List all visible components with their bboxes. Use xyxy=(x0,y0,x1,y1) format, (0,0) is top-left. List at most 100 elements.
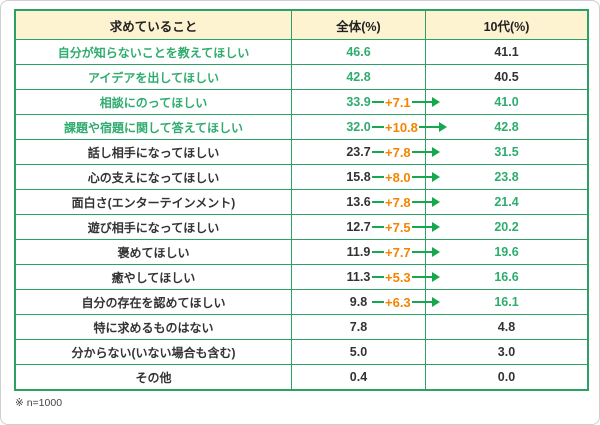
arrow-head-icon xyxy=(411,197,440,207)
overall-value: 32.0 xyxy=(291,115,425,139)
overall-value: 12.7 xyxy=(291,215,425,239)
increase-arrow: +5.3 xyxy=(372,265,441,289)
teen-value: 3.0 xyxy=(425,340,587,364)
overall-value: 0.4 xyxy=(291,365,425,389)
row-label: アイデアを出してほしい xyxy=(87,70,220,85)
table-row: 話し相手になってほしい 23.7 31.5 +7.8 xyxy=(16,139,587,164)
overall-value: 33.9 xyxy=(291,90,425,114)
teen-value: 0.0 xyxy=(425,365,587,389)
row-label: 褒めてほしい xyxy=(117,245,190,260)
arrow-head-icon xyxy=(411,222,440,232)
teen-value: 41.0 xyxy=(425,90,587,114)
increase-arrow: +7.8 xyxy=(372,190,441,214)
table-row: 心の支えになってほしい 15.8 23.8 +8.0 xyxy=(16,164,587,189)
arrow-head-icon xyxy=(411,272,440,282)
table-row: 自分が知らないことを教えてほしい 46.6 41.1 xyxy=(16,39,587,64)
overall-value: 15.8 xyxy=(291,165,425,189)
row-label: 心の支えになってほしい xyxy=(87,170,220,185)
column-header-teens: 10代(%) xyxy=(425,11,587,39)
survey-table: 求めていること 全体(%) 10代(%) 自分が知らないことを教えてほしい 46… xyxy=(14,9,589,391)
row-label: 癒やしてほしい xyxy=(111,270,196,285)
overall-value: 46.6 xyxy=(291,40,425,64)
table-row: 面白さ(エンターテインメント) 13.6 21.4 +7.8 xyxy=(16,189,587,214)
teen-value: 23.8 xyxy=(425,165,587,189)
row-label: 面白さ(エンターテインメント) xyxy=(71,195,236,210)
arrow-head-icon xyxy=(411,97,440,107)
arrow-line xyxy=(372,126,384,128)
increase-arrow: +7.5 xyxy=(372,215,441,239)
overall-value: 7.8 xyxy=(291,315,425,339)
arrow-line xyxy=(372,251,384,253)
delta-value: +7.1 xyxy=(385,94,411,110)
table-header: 求めていること 全体(%) 10代(%) xyxy=(16,11,587,39)
arrow-head-icon xyxy=(411,247,440,257)
overall-value: 11.9 xyxy=(291,240,425,264)
row-label: 自分の存在を認めてほしい xyxy=(81,295,226,310)
table-row: 特に求めるものはない 7.8 4.8 xyxy=(16,314,587,339)
teen-value: 31.5 xyxy=(425,140,587,164)
delta-value: +7.5 xyxy=(385,219,411,235)
table-row: 課題や宿題に関して答えてほしい 32.0 42.8 +10.8 xyxy=(16,114,587,139)
increase-arrow: +10.8 xyxy=(372,115,448,139)
arrow-head-icon xyxy=(411,172,440,182)
increase-arrow: +8.0 xyxy=(372,165,441,189)
table-row: 相談にのってほしい 33.9 41.0 +7.1 xyxy=(16,89,587,114)
table-row: 自分の存在を認めてほしい 9.8 16.1 +6.3 xyxy=(16,289,587,314)
increase-arrow: +7.7 xyxy=(372,240,441,264)
arrow-line xyxy=(372,276,384,278)
overall-value: 42.8 xyxy=(291,65,425,89)
table-row: アイデアを出してほしい 42.8 40.5 xyxy=(16,64,587,89)
row-label: 自分が知らないことを教えてほしい xyxy=(57,45,250,60)
arrow-head-icon xyxy=(411,147,440,157)
row-label: その他 xyxy=(135,370,172,385)
increase-arrow: +6.3 xyxy=(372,290,441,314)
arrow-line xyxy=(372,301,384,303)
row-label: 分からない(いない場合も含む) xyxy=(71,345,236,360)
teen-value: 41.1 xyxy=(425,40,587,64)
teen-value: 16.6 xyxy=(425,265,587,289)
footnote: ※ n=1000 xyxy=(15,397,63,409)
row-label: 相談にのってほしい xyxy=(99,95,208,110)
overall-value: 13.6 xyxy=(291,190,425,214)
row-label: 課題や宿題に関して答えてほしい xyxy=(63,120,244,135)
teen-value: 40.5 xyxy=(425,65,587,89)
teen-value: 21.4 xyxy=(425,190,587,214)
teen-value: 20.2 xyxy=(425,215,587,239)
arrow-head-icon xyxy=(411,297,440,307)
increase-arrow: +7.1 xyxy=(372,90,441,114)
arrow-head-icon xyxy=(418,122,447,132)
arrow-line xyxy=(372,201,384,203)
column-header-item: 求めていること xyxy=(109,19,198,34)
table-row: 褒めてほしい 11.9 19.6 +7.7 xyxy=(16,239,587,264)
teen-value: 4.8 xyxy=(425,315,587,339)
overall-value: 5.0 xyxy=(291,340,425,364)
teen-value: 19.6 xyxy=(425,240,587,264)
delta-value: +7.8 xyxy=(385,144,411,160)
delta-value: +7.8 xyxy=(385,194,411,210)
table-body: 自分が知らないことを教えてほしい 46.6 41.1 アイデアを出してほしい 4… xyxy=(16,39,587,389)
table-row: 癒やしてほしい 11.3 16.6 +5.3 xyxy=(16,264,587,289)
overall-value: 9.8 xyxy=(291,290,425,314)
arrow-line xyxy=(372,151,384,153)
table-row: 分からない(いない場合も含む) 5.0 3.0 xyxy=(16,339,587,364)
overall-value: 23.7 xyxy=(291,140,425,164)
arrow-line xyxy=(372,226,384,228)
table-row: 遊び相手になってほしい 12.7 20.2 +7.5 xyxy=(16,214,587,239)
delta-value: +5.3 xyxy=(385,269,411,285)
arrow-line xyxy=(372,101,384,103)
row-label: 特に求めるものはない xyxy=(93,320,214,335)
row-label: 遊び相手になってほしい xyxy=(87,220,220,235)
delta-value: +6.3 xyxy=(385,294,411,310)
delta-value: +10.8 xyxy=(385,119,418,135)
row-label: 話し相手になってほしい xyxy=(87,145,220,160)
teen-value: 42.8 xyxy=(425,115,587,139)
arrow-line xyxy=(372,176,384,178)
teen-value: 16.1 xyxy=(425,290,587,314)
column-header-overall: 全体(%) xyxy=(291,11,425,39)
delta-value: +7.7 xyxy=(385,244,411,260)
overall-value: 11.3 xyxy=(291,265,425,289)
increase-arrow: +7.8 xyxy=(372,140,441,164)
table-row: その他 0.4 0.0 xyxy=(16,364,587,389)
delta-value: +8.0 xyxy=(385,169,411,185)
